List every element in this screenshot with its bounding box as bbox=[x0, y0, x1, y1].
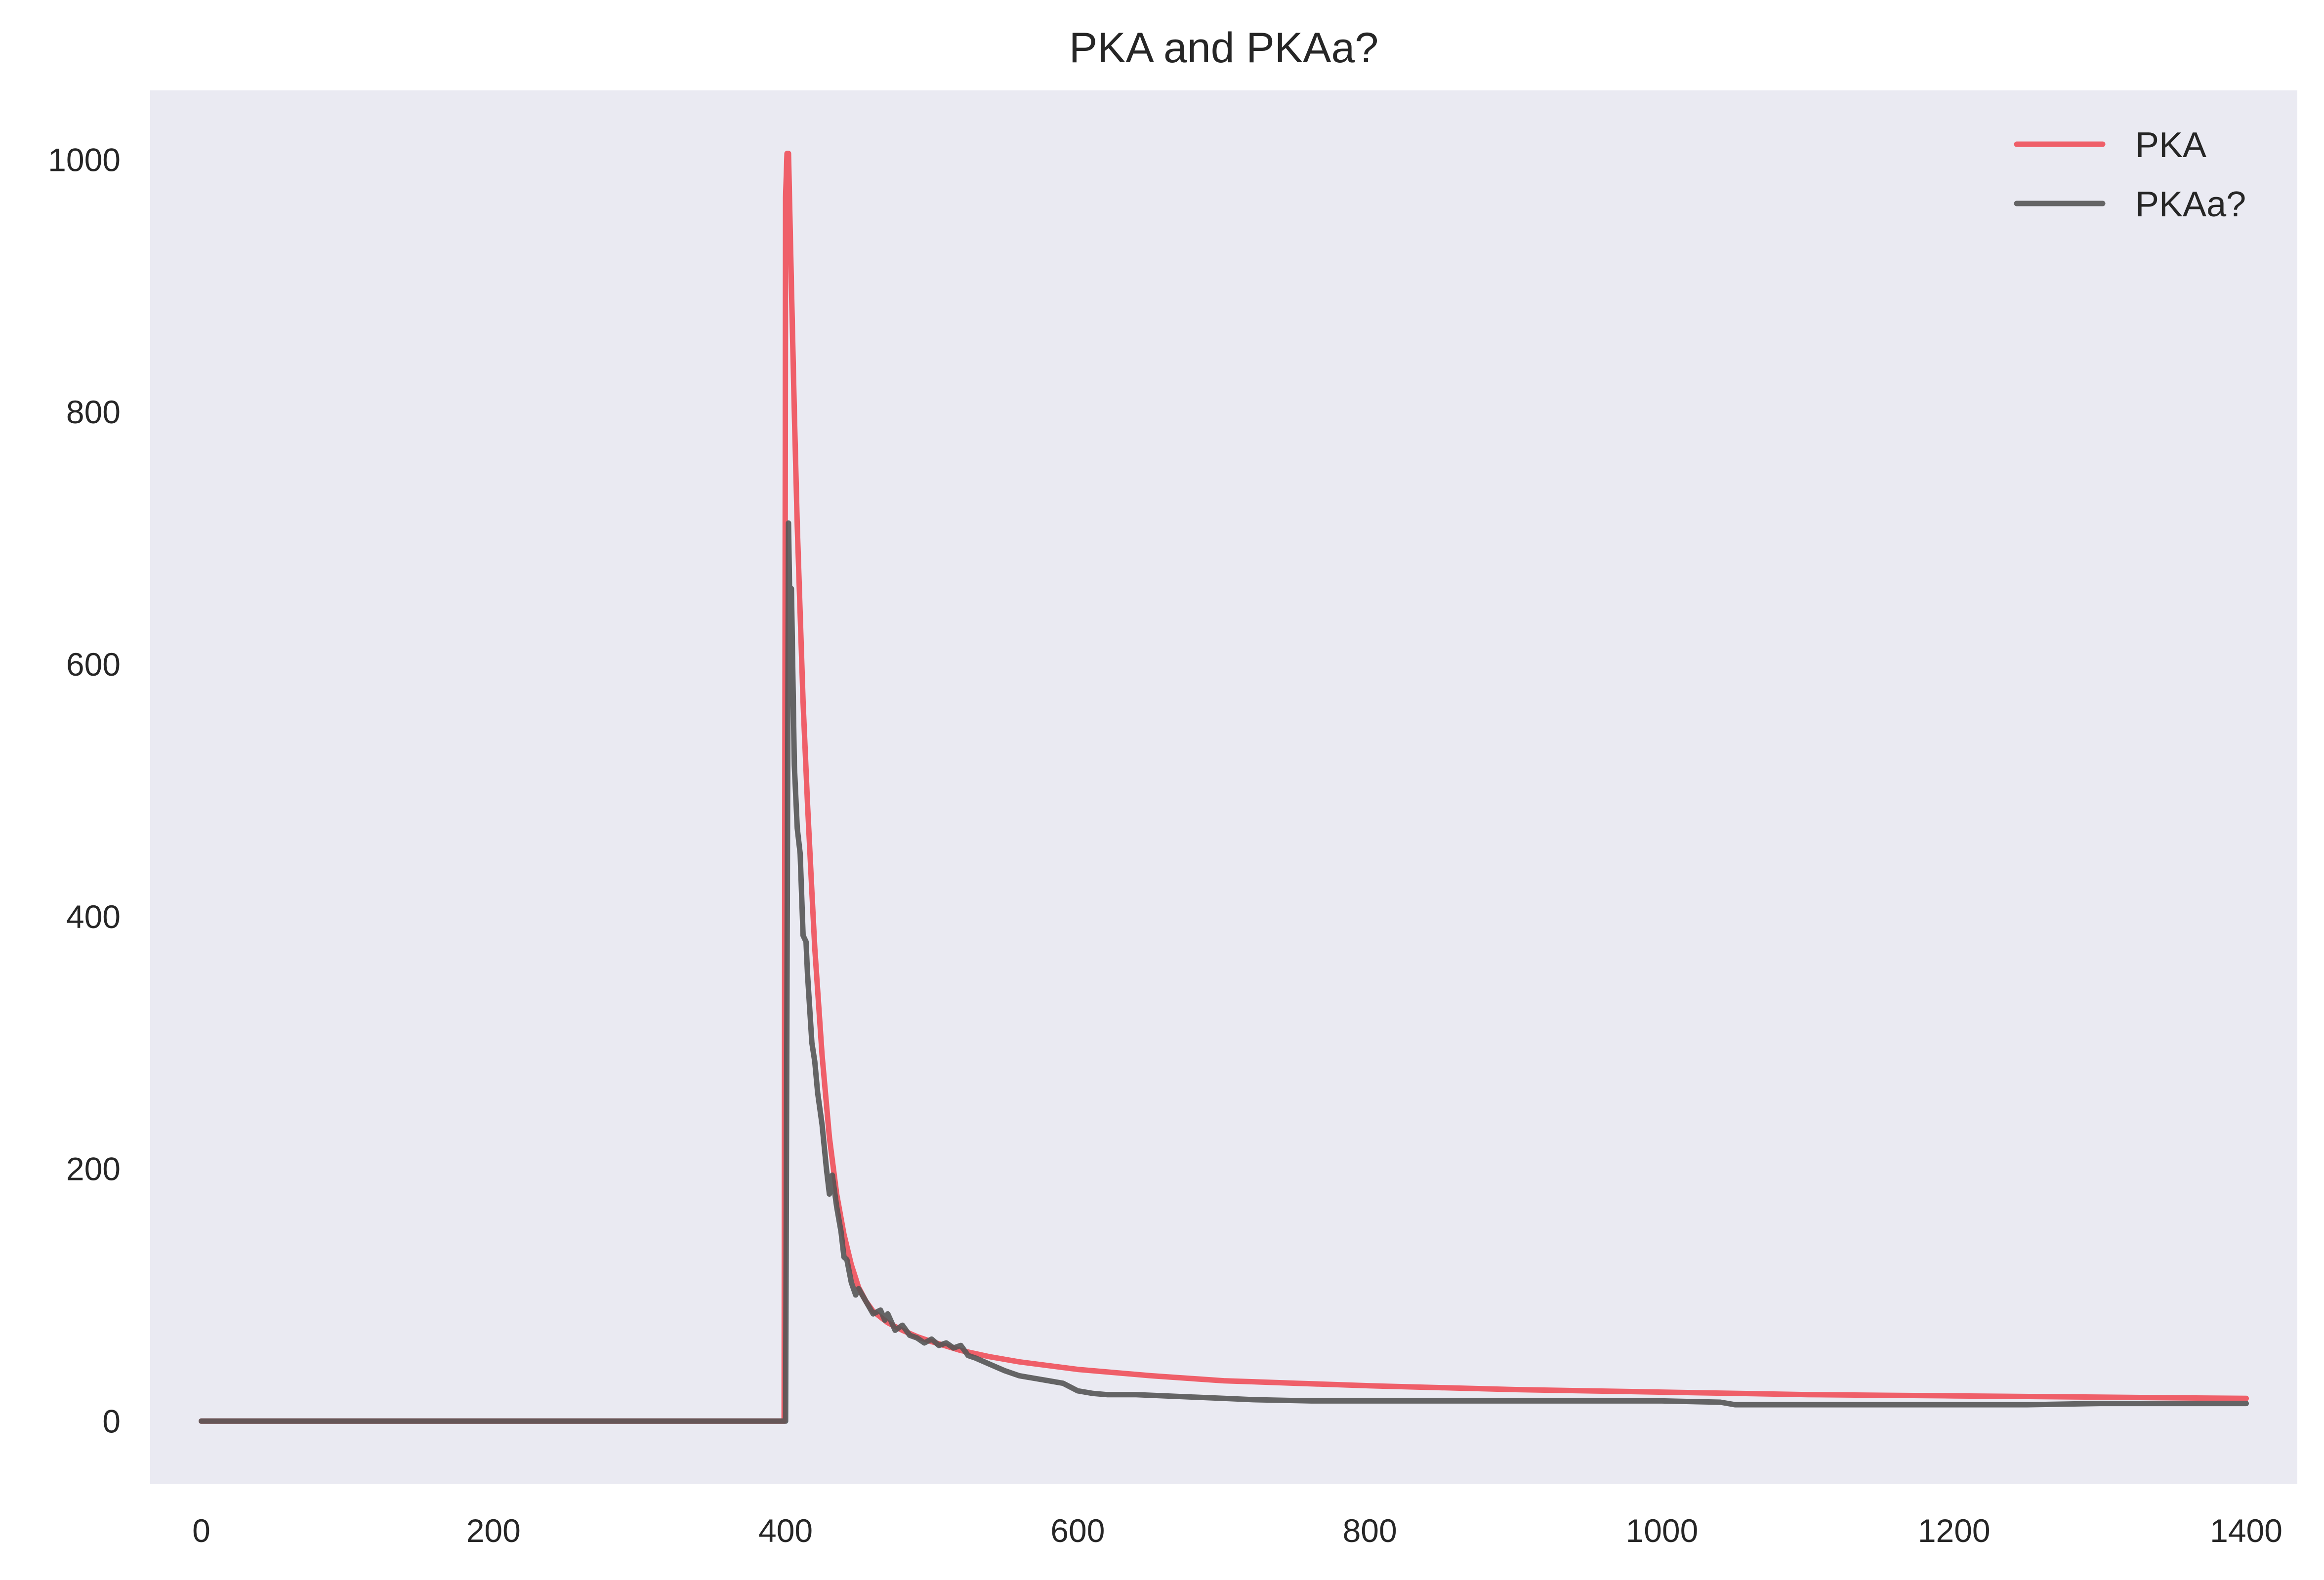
x-tick-label: 1000 bbox=[1626, 1512, 1699, 1549]
y-tick-label: 800 bbox=[66, 394, 121, 430]
chart-title: PKA and PKAa? bbox=[1069, 24, 1378, 72]
legend-label: PKAa? bbox=[2135, 185, 2246, 224]
x-tick-label: 1200 bbox=[1918, 1512, 1991, 1549]
x-tick-label: 1400 bbox=[2210, 1512, 2282, 1549]
legend-label: PKA bbox=[2135, 125, 2206, 165]
x-tick-label: 600 bbox=[1050, 1512, 1105, 1549]
y-tick-label: 400 bbox=[66, 898, 121, 935]
x-tick-label: 200 bbox=[466, 1512, 521, 1549]
y-tick-label: 1000 bbox=[48, 141, 121, 178]
series-layer bbox=[199, 151, 2249, 1424]
x-tick-label: 400 bbox=[758, 1512, 813, 1549]
y-axis-ticks: 0 200 400 600 800 1000 bbox=[48, 141, 121, 1439]
legend: PKA PKAa? bbox=[2014, 125, 2246, 224]
y-tick-label: 200 bbox=[66, 1151, 121, 1187]
x-tick-label: 800 bbox=[1343, 1512, 1397, 1549]
y-tick-label: 600 bbox=[66, 646, 121, 683]
x-tick-label: 0 bbox=[192, 1512, 210, 1549]
y-tick-label: 0 bbox=[102, 1403, 121, 1439]
x-axis-ticks: 0 200 400 600 800 1000 1200 1400 bbox=[192, 1512, 2282, 1549]
plot-area bbox=[150, 90, 2297, 1484]
series-line-pkaa bbox=[199, 520, 2249, 1424]
